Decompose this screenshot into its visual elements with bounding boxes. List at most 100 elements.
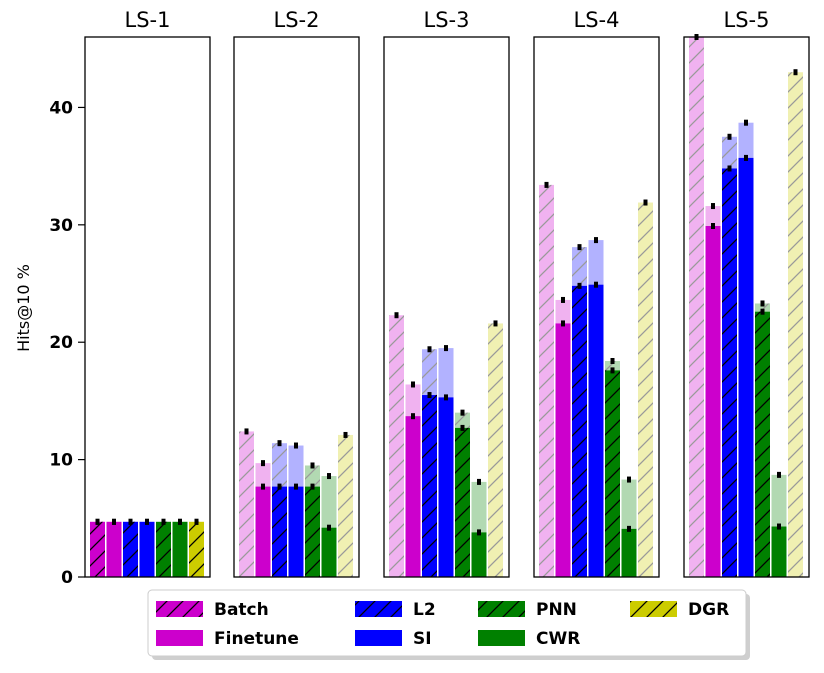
panel-title: LS-4: [574, 8, 620, 32]
error-bar: [711, 223, 715, 229]
bar-finetune: [705, 226, 721, 577]
legend-label-l2: L2: [413, 600, 436, 620]
legend-label-dgr: DGR: [688, 600, 729, 620]
error-bar: [327, 524, 331, 531]
bar-cwr: [621, 528, 637, 577]
legend-box: [147, 589, 747, 657]
legend-swatch-si: [355, 630, 402, 646]
bar-cwr: [471, 532, 487, 577]
legend-item-dgr: DGR: [630, 600, 729, 620]
legend-swatch-hatch: [156, 601, 203, 617]
error-bar: [261, 483, 265, 490]
error-bar-upper: [394, 312, 399, 319]
error-bar-upper: [277, 440, 282, 447]
bar-finetune: [405, 416, 421, 577]
bar-hatch-pnn: [455, 427, 470, 577]
error-bar: [744, 154, 748, 161]
error-bar: [411, 413, 415, 420]
error-bar-upper: [594, 237, 598, 244]
bar-hatch-dgr: [189, 521, 204, 577]
error-bar-upper: [711, 203, 715, 210]
bar-hatch-pnn: [156, 521, 171, 577]
error-bar-upper: [744, 119, 748, 126]
error-bar-upper: [544, 181, 549, 188]
panel-ls-2: LS-2: [233, 8, 360, 578]
error-bar: [444, 394, 448, 401]
error-bar-upper: [643, 199, 648, 206]
bar-upper-hatch-batch: [389, 315, 404, 577]
error-bar: [561, 320, 565, 327]
bar-upper-hatch-batch: [539, 184, 554, 578]
legend-label-si: SI: [413, 629, 432, 649]
legend-label-pnn: PNN: [536, 600, 577, 620]
y-tick-label: 10: [49, 451, 73, 471]
bar-finetune: [255, 486, 271, 577]
panel-frame: [683, 36, 810, 578]
bar-upper-hatch-batch: [239, 431, 254, 577]
y-tick-label: 30: [49, 216, 73, 236]
error-bar-upper: [727, 133, 732, 140]
bar-hatch-l2: [722, 168, 737, 577]
bar-upper-hatch-dgr: [488, 323, 503, 577]
error-bar: [477, 529, 481, 536]
bar-upper-hatch-batch: [689, 37, 704, 577]
error-bar: [310, 483, 315, 490]
bar-upper-hatch-dgr: [638, 202, 653, 578]
bar-si: [588, 284, 604, 577]
error-bar-upper: [793, 69, 798, 76]
bar-upper-hatch-dgr: [338, 434, 353, 577]
panel-frame: [383, 36, 510, 578]
legend-swatch-hatch: [478, 601, 525, 617]
panel-title: LS-2: [274, 8, 320, 32]
error-bar-upper: [194, 518, 199, 525]
bar-cwr: [321, 527, 337, 577]
error-bar-upper: [627, 476, 631, 483]
error-bar: [760, 308, 765, 315]
error-bar: [627, 525, 631, 532]
panel-ls-1: LS-1: [84, 8, 211, 578]
y-tick-label: 20: [49, 333, 73, 353]
panel-frame: [533, 36, 660, 578]
error-bar-upper: [161, 518, 166, 525]
legend-swatch-hatch: [355, 601, 402, 617]
y-axis: 0 10 20 30 40: [49, 98, 85, 588]
legend-item-l2: L2: [355, 600, 436, 620]
error-bar-upper: [261, 460, 265, 467]
error-bar: [427, 392, 432, 399]
panel-ls-4: LS-4: [533, 8, 660, 578]
panel-title: LS-5: [724, 8, 770, 32]
panel-frame: [84, 36, 211, 578]
bar-hatch-batch: [90, 521, 105, 577]
bar-hatch-l2: [422, 395, 437, 577]
legend-item-si: SI: [355, 629, 432, 649]
y-axis-label: Hits@10 %: [14, 264, 33, 352]
error-bar: [577, 282, 582, 289]
bar-upper-hatch-dgr: [788, 72, 803, 577]
y-tick-label: 40: [49, 98, 73, 118]
legend-item-pnn: PNN: [478, 600, 577, 620]
panel-ls-5: LS-5: [683, 8, 810, 578]
bar-hatch-pnn: [755, 311, 770, 577]
error-bar-upper: [444, 345, 448, 352]
error-bar-upper: [561, 296, 565, 303]
error-bar: [594, 281, 598, 288]
bar-hatch-l2: [272, 486, 287, 577]
error-bar-upper: [145, 518, 149, 525]
error-bar-upper: [128, 518, 133, 525]
bar-si: [288, 486, 304, 577]
legend-item-batch: Batch: [156, 600, 269, 620]
legend-label-batch: Batch: [214, 600, 269, 620]
error-bar-upper: [760, 300, 765, 307]
bar-si: [738, 157, 754, 578]
error-bar-upper: [610, 358, 615, 364]
legend-swatch-finetune: [156, 630, 203, 646]
error-bar-upper: [244, 428, 249, 435]
panel-frame: [233, 36, 360, 578]
legend-item-cwr: CWR: [478, 629, 580, 649]
bar-hatch-l2: [572, 285, 587, 577]
legend-item-finetune: Finetune: [156, 629, 299, 649]
panel-title: LS-1: [125, 8, 171, 32]
error-bar: [610, 367, 615, 374]
error-bar-upper: [493, 320, 498, 327]
